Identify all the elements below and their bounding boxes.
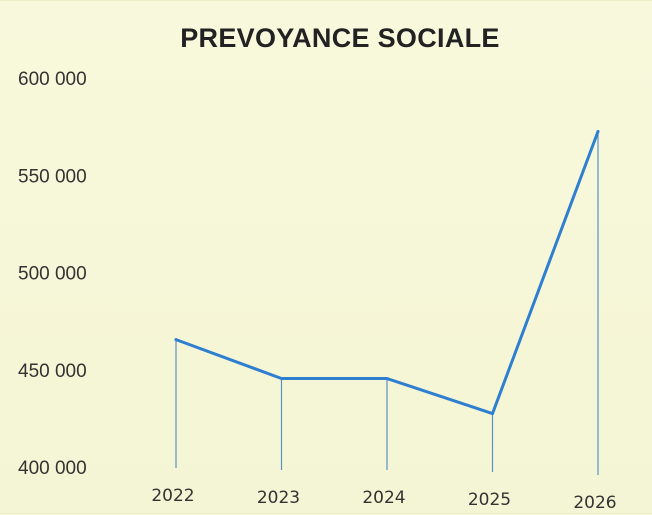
data-point <box>491 412 494 416</box>
x-tick-label: 2023 <box>257 488 300 508</box>
chart-title: PREVOYANCE SOCIALE <box>180 23 500 53</box>
y-tick-label: 500 000 <box>18 264 87 285</box>
x-tick-label: 2026 <box>573 493 616 513</box>
x-tick-label: 2025 <box>468 490 511 510</box>
data-point <box>174 338 178 342</box>
y-tick-label: 550 000 <box>18 166 87 187</box>
y-tick-label: 450 000 <box>18 361 87 382</box>
y-tick-label: 400 000 <box>18 458 87 479</box>
data-point <box>385 377 389 381</box>
x-tick-label: 2022 <box>151 486 194 506</box>
series-line <box>174 130 600 416</box>
y-tick-label: 600 000 <box>18 69 87 90</box>
data-point <box>596 130 600 134</box>
x-tick-label: 2024 <box>362 488 405 508</box>
data-point <box>280 377 283 381</box>
